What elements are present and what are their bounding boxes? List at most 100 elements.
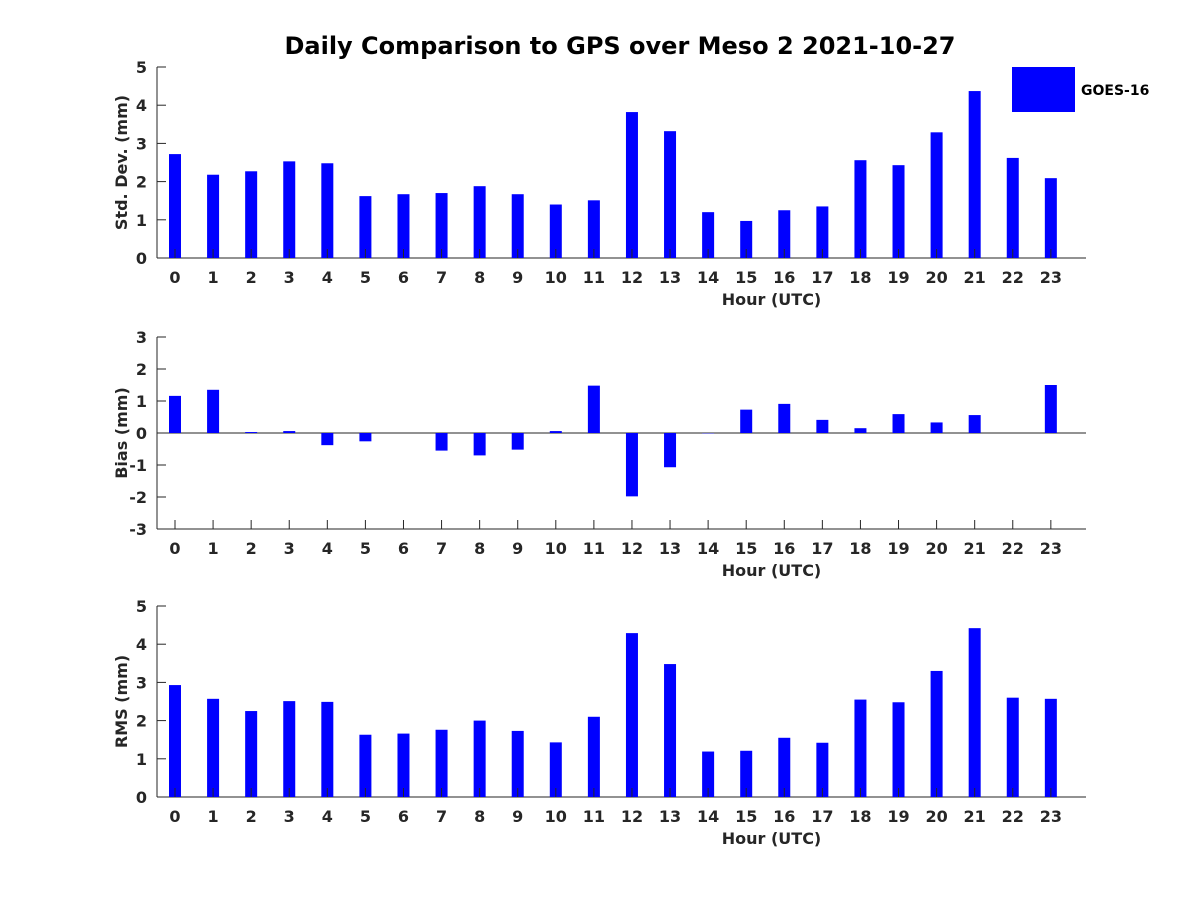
y-tick-label: 5 xyxy=(136,58,147,77)
x-tick-label: 16 xyxy=(773,268,795,287)
bar-hour-8 xyxy=(473,720,486,797)
bar-hour-20 xyxy=(930,670,943,797)
x-tick-label: 3 xyxy=(284,807,295,826)
x-tick-label: 13 xyxy=(659,807,681,826)
bar-hour-19 xyxy=(892,702,905,797)
bar-hour-11 xyxy=(587,200,600,258)
x-tick-label: 3 xyxy=(284,268,295,287)
y-axis-label: Std. Dev. (mm) xyxy=(112,95,131,230)
x-tick-label: 23 xyxy=(1040,539,1062,558)
x-tick-label: 6 xyxy=(398,268,409,287)
x-tick-label: 11 xyxy=(583,268,605,287)
x-tick-label: 13 xyxy=(659,268,681,287)
x-tick-label: 8 xyxy=(474,268,485,287)
x-tick-label: 13 xyxy=(659,539,681,558)
bar-hour-7 xyxy=(435,729,448,797)
bar-hour-10 xyxy=(549,204,562,258)
bar-hour-15 xyxy=(740,409,753,433)
x-axis-label: Hour (UTC) xyxy=(722,829,822,848)
bar-hour-2 xyxy=(245,171,258,258)
x-tick-label: 4 xyxy=(322,268,333,287)
bar-hour-2 xyxy=(245,432,258,433)
x-tick-label: 10 xyxy=(545,807,567,826)
x-tick-label: 23 xyxy=(1040,268,1062,287)
bar-hour-13 xyxy=(664,131,677,258)
bar-hour-5 xyxy=(359,734,372,797)
bar-hour-17 xyxy=(816,419,829,433)
bar-hour-18 xyxy=(854,699,867,797)
x-tick-label: 9 xyxy=(512,539,523,558)
x-tick-label: 19 xyxy=(887,807,909,826)
bar-hour-4 xyxy=(321,701,334,797)
x-tick-label: 20 xyxy=(925,807,947,826)
y-tick-label: 4 xyxy=(136,96,147,115)
x-tick-label: 7 xyxy=(436,539,447,558)
x-tick-label: 1 xyxy=(208,268,219,287)
x-tick-label: 23 xyxy=(1040,807,1062,826)
bar-hour-18 xyxy=(854,160,867,258)
y-axis-label: Bias (mm) xyxy=(112,387,131,479)
bar-hour-17 xyxy=(816,206,829,258)
bar-hour-3 xyxy=(283,431,296,433)
y-tick-label: 5 xyxy=(136,597,147,616)
bar-hour-6 xyxy=(397,733,410,797)
bar-hour-13 xyxy=(664,664,677,797)
x-tick-label: 17 xyxy=(811,539,833,558)
x-tick-label: 14 xyxy=(697,539,719,558)
x-tick-label: 22 xyxy=(1002,807,1024,826)
bar-hour-20 xyxy=(930,422,943,433)
y-tick-label: -2 xyxy=(129,488,147,507)
bar-hour-16 xyxy=(778,403,791,433)
legend-swatch xyxy=(1012,67,1075,112)
y-tick-label: 0 xyxy=(136,249,147,268)
x-tick-label: 9 xyxy=(512,268,523,287)
bar-hour-12 xyxy=(625,433,638,497)
bar-hour-23 xyxy=(1044,385,1057,433)
x-axis-label: Hour (UTC) xyxy=(722,561,822,580)
y-tick-label: 3 xyxy=(136,673,147,692)
x-tick-label: 14 xyxy=(697,807,719,826)
y-tick-label: 3 xyxy=(136,134,147,153)
bar-hour-6 xyxy=(397,194,410,258)
x-tick-label: 12 xyxy=(621,268,643,287)
x-tick-label: 14 xyxy=(697,268,719,287)
x-tick-label: 0 xyxy=(169,539,180,558)
bar-hour-0 xyxy=(169,154,181,258)
bar-hour-1 xyxy=(207,698,220,797)
bar-hour-19 xyxy=(892,414,905,433)
y-tick-label: 1 xyxy=(136,211,147,230)
x-tick-label: 4 xyxy=(322,807,333,826)
legend: GOES-16 xyxy=(1012,67,1149,112)
bar-hour-11 xyxy=(587,385,600,433)
x-tick-label: 20 xyxy=(925,539,947,558)
bar-hour-15 xyxy=(740,750,753,797)
bar-hour-21 xyxy=(968,415,981,433)
x-tick-label: 2 xyxy=(246,268,257,287)
x-axis-label: Hour (UTC) xyxy=(722,290,822,309)
x-tick-label: 1 xyxy=(208,539,219,558)
y-tick-label: 2 xyxy=(136,360,147,379)
x-tick-label: 21 xyxy=(964,807,986,826)
x-tick-label: 9 xyxy=(512,807,523,826)
x-tick-label: 18 xyxy=(849,807,871,826)
x-tick-label: 10 xyxy=(545,539,567,558)
bar-hour-4 xyxy=(321,433,334,446)
x-tick-label: 11 xyxy=(583,539,605,558)
bar-hour-2 xyxy=(245,711,258,797)
bar-hour-18 xyxy=(854,428,867,433)
bar-hour-23 xyxy=(1044,698,1057,797)
x-tick-label: 7 xyxy=(436,807,447,826)
x-tick-label: 19 xyxy=(887,539,909,558)
x-tick-label: 12 xyxy=(621,539,643,558)
bar-hour-3 xyxy=(283,161,296,258)
x-tick-label: 4 xyxy=(322,539,333,558)
x-tick-label: 0 xyxy=(169,807,180,826)
x-tick-label: 15 xyxy=(735,539,757,558)
x-tick-label: 11 xyxy=(583,807,605,826)
bar-hour-9 xyxy=(511,433,524,450)
y-tick-label: 1 xyxy=(136,750,147,769)
bar-hour-23 xyxy=(1044,178,1057,258)
bar-hour-13 xyxy=(664,433,677,468)
bar-hour-11 xyxy=(587,716,600,797)
